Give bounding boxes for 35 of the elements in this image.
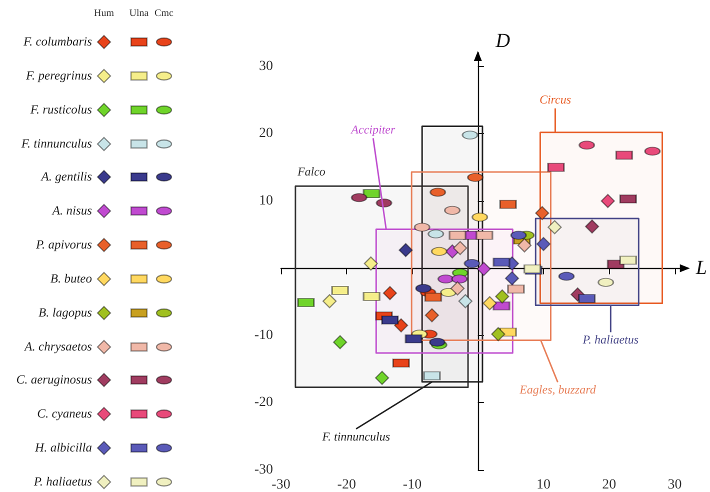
legend-label: A. nisus [50, 204, 92, 219]
x-tick-label: -20 [337, 478, 356, 492]
text: Hum Ulna Cmc [94, 8, 174, 19]
y-tick-label: -20 [254, 395, 273, 410]
y-tick-label: -30 [254, 462, 273, 478]
x-tick-label: -30 [272, 478, 290, 492]
legend-label: P. haliaetus [32, 474, 92, 490]
legend-label: F. columbaris [22, 34, 92, 50]
x-axis-title: L [694, 257, 707, 280]
y-tick-label: 30 [259, 58, 273, 74]
x-tick-label: -10 [402, 478, 422, 492]
legend-label: P. apivorus [34, 238, 92, 253]
legend-label: Falco [297, 164, 326, 180]
legend-label: A. chrysaetos [23, 339, 92, 354]
y-tick-label: -10 [254, 328, 273, 343]
legend-label: F. rusticolus [29, 102, 92, 118]
legend-label: F. peregrinus [25, 68, 92, 84]
x-tick-label: 30 [668, 478, 682, 492]
legend-label: C. aeruginosus [15, 372, 92, 388]
y-tick-label: 20 [259, 126, 273, 142]
legend-label: Accipiter [351, 122, 396, 138]
legend-label: A. gentilis [40, 170, 92, 185]
legend-label: H. albicilla [34, 440, 92, 456]
legend-label: B. lagopus [38, 305, 92, 320]
y-axis-title: D [494, 30, 511, 52]
legend-label: P. haliaetus [582, 332, 639, 348]
legend-label: F. tinnunculus [322, 429, 390, 444]
legend-label: F. tinnunculus [20, 136, 92, 152]
legend-label: Circus [539, 92, 571, 108]
y-tick-label: 10 [259, 193, 273, 208]
legend-label: B. buteo [49, 271, 92, 286]
x-tick-label: 10 [536, 478, 550, 492]
legend-label: C. cyaneus [36, 406, 92, 422]
x-tick-label: 20 [602, 478, 616, 492]
legend-label: Eagles, buzzard [520, 382, 596, 398]
